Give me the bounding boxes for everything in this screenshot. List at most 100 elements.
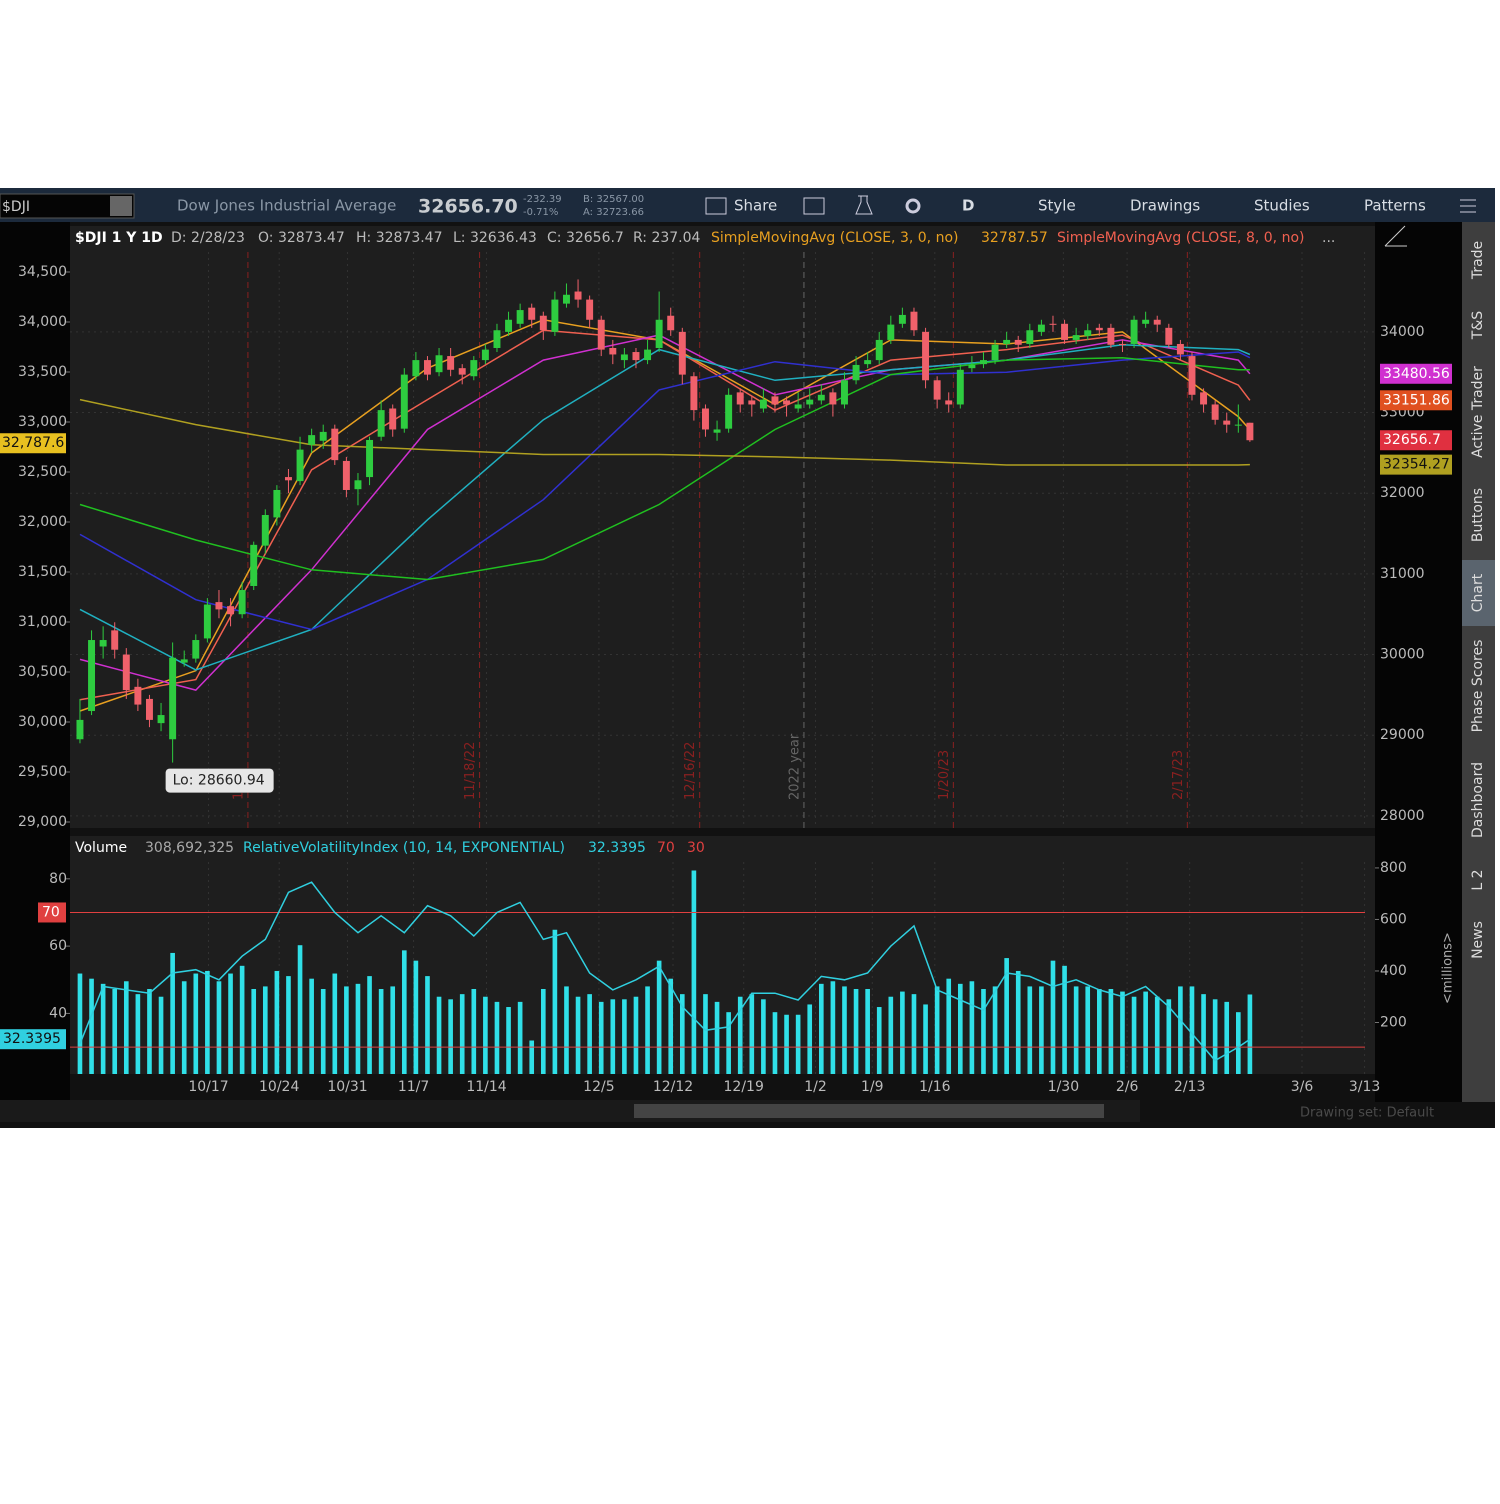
candle-body [1211, 404, 1219, 420]
side-tab[interactable]: Chart [1470, 573, 1486, 612]
symbol-dropdown[interactable] [110, 196, 132, 216]
patterns-button[interactable]: Patterns [1364, 197, 1426, 215]
candle-body [933, 380, 941, 400]
rvi-tick-label: 60 [49, 938, 67, 954]
drawings-button[interactable]: Drawings [1130, 197, 1200, 215]
volume-bar [1166, 999, 1172, 1074]
side-tab[interactable]: Phase Scores [1470, 640, 1486, 733]
x-tick-label: 1/16 [919, 1079, 951, 1095]
volume-bar [390, 986, 396, 1074]
y-tick-label: 31,000 [18, 614, 67, 630]
volume-bar [1085, 986, 1091, 1074]
header-field: $DJI 1 Y 1D [75, 230, 163, 246]
studies-button[interactable]: Studies [1254, 197, 1310, 215]
candle-body [864, 360, 872, 365]
share-button[interactable]: Share [734, 197, 777, 215]
candle-body [296, 449, 304, 482]
volume-bar [320, 988, 326, 1074]
volume-bar [1062, 965, 1067, 1074]
event-label: 1/20/23 [937, 750, 952, 800]
candle-body [481, 349, 489, 361]
side-tab[interactable]: Trade [1470, 241, 1486, 280]
candle-body [1061, 323, 1069, 340]
candle-body [690, 376, 698, 411]
side-tab[interactable]: Active Trader [1470, 366, 1486, 458]
header-field: ... [1322, 230, 1335, 246]
candle-body [922, 331, 930, 381]
header-field: R: 237.04 [633, 230, 701, 246]
side-tab[interactable]: T&S [1470, 311, 1486, 340]
side-tab[interactable]: Dashboard [1470, 762, 1486, 838]
volume-bar [506, 1007, 511, 1074]
volume-bar [170, 952, 175, 1074]
drawing-set: Drawing set: Default [1300, 1106, 1434, 1121]
y2-tick-label: 30000 [1380, 647, 1425, 663]
volume-bar [795, 1014, 801, 1074]
level-value: 70 [657, 840, 675, 856]
volume-tick-label: 800 [1380, 860, 1407, 876]
volume-bar [1189, 986, 1195, 1074]
change: -232.39 [523, 194, 562, 205]
scroll-thumb[interactable] [634, 1104, 1104, 1118]
side-tab[interactable]: News [1470, 921, 1486, 959]
volume-bar [135, 994, 141, 1074]
candle-body [423, 360, 431, 375]
candle-body [377, 410, 385, 437]
study-value: 32.3395 [588, 840, 646, 856]
volume-bar [830, 981, 836, 1074]
volume-bar [552, 929, 558, 1074]
candle-body [574, 291, 582, 300]
header-field: C: 32656.7 [547, 230, 624, 246]
candle-body [748, 400, 756, 405]
side-tab[interactable]: Buttons [1470, 488, 1486, 542]
candle-body [412, 360, 420, 377]
bid: B: 32567.00 [583, 194, 644, 205]
candle-body [227, 606, 235, 615]
candle-body [157, 715, 165, 724]
study-value: 32787.57 [981, 230, 1048, 246]
x-tick-label: 12/5 [583, 1079, 614, 1095]
candle-body [400, 374, 408, 429]
x-tick-label: 1/9 [861, 1079, 884, 1095]
x-tick-label: 12/19 [724, 1079, 764, 1095]
expand-icon[interactable] [1384, 225, 1407, 247]
candle-body [238, 590, 246, 615]
volume-bar [888, 996, 894, 1074]
period-button[interactable]: D [962, 197, 974, 215]
header-field: D: 2/28/23 [171, 230, 245, 246]
volume-bar [193, 973, 199, 1074]
moving-average [79, 356, 1250, 581]
candle-body [887, 324, 895, 340]
settings-icon[interactable] [905, 198, 921, 214]
candle-body [319, 431, 327, 441]
volume-bar [818, 983, 824, 1074]
flask-icon[interactable] [855, 195, 873, 215]
rvi-line [79, 881, 1251, 1062]
y-tick-label: 29,000 [18, 814, 67, 830]
candle-body [203, 604, 211, 639]
candle-body [493, 330, 501, 348]
candle-body [655, 319, 663, 348]
candle-body [644, 349, 652, 361]
volume-bar [679, 994, 685, 1074]
candle-body [678, 331, 686, 375]
candle-body [470, 360, 478, 377]
volume-bar [286, 976, 291, 1074]
menu-icon[interactable] [1460, 199, 1476, 213]
grid-icon[interactable] [803, 197, 825, 215]
side-tab[interactable]: L 2 [1470, 869, 1486, 890]
candle-body [1142, 319, 1150, 324]
style-button[interactable]: Style [1038, 197, 1076, 215]
y-tick-label: 31,500 [18, 564, 67, 580]
level-value: 30 [687, 840, 705, 856]
volume-bar [564, 986, 569, 1074]
volume-bar [216, 981, 222, 1074]
candle-body [1003, 339, 1011, 344]
volume-bar [1096, 988, 1102, 1074]
price-marker-box [1380, 363, 1452, 384]
side-tabs [1462, 222, 1495, 1102]
volume-bar [946, 978, 952, 1074]
volume-bar [529, 1040, 535, 1074]
volume-bar [1004, 958, 1009, 1074]
moving-average [79, 351, 1251, 631]
